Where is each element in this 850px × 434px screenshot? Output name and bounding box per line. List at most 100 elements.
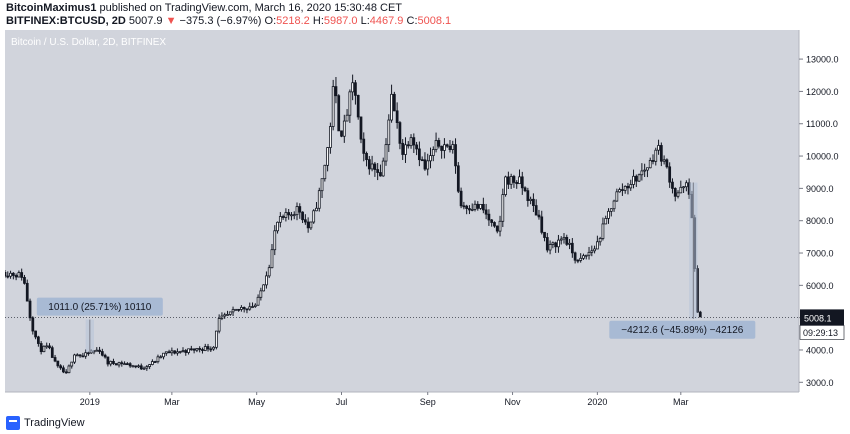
candle-body — [195, 348, 199, 351]
candle-body — [573, 252, 577, 261]
last-price-label: 5008.1 — [804, 313, 832, 323]
measure-label: 1011.0 (25.71%) 10110 — [48, 302, 151, 313]
chart-container[interactable]: 1011.0 (25.71%) 10110 −4212.6 (−45.89%) −… — [5, 30, 847, 410]
candle-body — [459, 190, 463, 207]
candle-body — [545, 237, 549, 251]
candle-body — [621, 189, 624, 191]
y-tick-label: 8000.0 — [806, 216, 834, 226]
candle-body — [604, 218, 608, 225]
candle-body — [214, 330, 218, 348]
candle-body — [117, 362, 121, 366]
y-tick-label: 10000.0 — [806, 152, 839, 162]
author-name[interactable]: BitcoinMaximus1 — [6, 2, 97, 14]
candle-body — [362, 138, 366, 154]
candle-body — [50, 347, 54, 358]
candle-body — [237, 308, 240, 311]
candle-body — [456, 165, 460, 192]
candle-body — [259, 290, 263, 298]
candle-body — [87, 352, 90, 355]
brand-label[interactable]: TradingView — [24, 417, 85, 429]
candle-body — [142, 367, 146, 370]
candle-body — [226, 314, 229, 316]
y-tick-label: 7000.0 — [806, 249, 834, 259]
price-chart[interactable]: 1011.0 (25.71%) 10110 −4212.6 (−45.89%) −… — [5, 30, 847, 410]
candle-body — [593, 248, 596, 252]
countdown-badge — [799, 325, 845, 340]
candle-body — [537, 214, 541, 218]
candle-body — [84, 352, 88, 357]
candle-body — [359, 116, 363, 140]
candle-body — [73, 354, 76, 363]
candle-body — [320, 178, 324, 192]
candle-body — [612, 200, 616, 210]
candle-body — [634, 175, 638, 182]
candle-body — [184, 350, 188, 353]
candle-body — [167, 351, 171, 354]
candle-body — [295, 206, 299, 216]
candle-body — [70, 361, 74, 367]
x-tick-label: 2019 — [80, 397, 100, 407]
candle-body — [298, 206, 302, 213]
candle-body — [365, 152, 368, 161]
candle-body — [568, 242, 571, 245]
candle-body — [120, 362, 124, 365]
candle-body — [643, 169, 647, 172]
candle-body — [657, 145, 660, 151]
candle-body — [192, 348, 196, 351]
candle-body — [376, 169, 380, 173]
candle-body — [607, 210, 610, 219]
candle-body — [623, 185, 627, 191]
y-tick-label: 11000.0 — [806, 119, 838, 129]
candle-body — [95, 349, 99, 352]
candle-body — [326, 147, 329, 166]
measure-annotation[interactable]: −4212.6 (−45.89%) −42126 — [609, 182, 756, 339]
candle-body — [153, 361, 157, 363]
candle-body — [440, 145, 444, 151]
candle-body — [309, 221, 313, 229]
candle-body — [151, 361, 154, 365]
measure-label: −4212.6 (−45.89%) −42126 — [621, 325, 743, 336]
candle-body — [164, 351, 168, 354]
x-tick-label: Mar — [164, 397, 180, 407]
candle-body — [281, 216, 285, 218]
candle-body — [637, 174, 641, 182]
candle-body — [5, 272, 7, 277]
candle-body — [201, 349, 204, 351]
candle-body — [451, 144, 455, 151]
candle-body — [56, 360, 60, 367]
candle-body — [125, 363, 129, 366]
candle-body — [648, 160, 652, 169]
candle-body — [618, 189, 621, 193]
candle-body — [448, 145, 452, 151]
candle-body — [515, 182, 519, 185]
candle-body — [437, 140, 441, 147]
candle-body — [401, 142, 405, 155]
candle-body — [206, 346, 210, 350]
y-tick-label: 12000.0 — [806, 87, 839, 97]
candle-body — [651, 160, 655, 162]
tradingview-logo-icon[interactable] — [6, 416, 20, 430]
close-value: 5008.1 — [417, 15, 452, 27]
candle-body — [178, 351, 182, 353]
candle-body — [484, 209, 488, 215]
candle-body — [351, 82, 355, 93]
candle-body — [495, 225, 499, 232]
candle-body — [509, 176, 513, 185]
candle-body — [273, 230, 277, 251]
candle-body — [562, 236, 566, 240]
candle-body — [462, 205, 466, 208]
candle-body — [134, 365, 138, 368]
candle-body — [559, 238, 563, 241]
candle-body — [429, 155, 432, 162]
measure-annotation[interactable]: 1011.0 (25.71%) 10110 — [36, 297, 163, 353]
candle-body — [406, 144, 410, 147]
x-tick-label: Sep — [420, 397, 436, 407]
candle-body — [334, 86, 338, 97]
candle-body — [223, 314, 227, 317]
candle-body — [434, 140, 438, 150]
candle-body — [267, 267, 271, 277]
symbol-label: BITFINEX:BTCUSD, 2D — [6, 15, 126, 27]
candle-body — [367, 159, 371, 170]
candle-body — [587, 251, 591, 256]
candle-body — [103, 354, 107, 358]
